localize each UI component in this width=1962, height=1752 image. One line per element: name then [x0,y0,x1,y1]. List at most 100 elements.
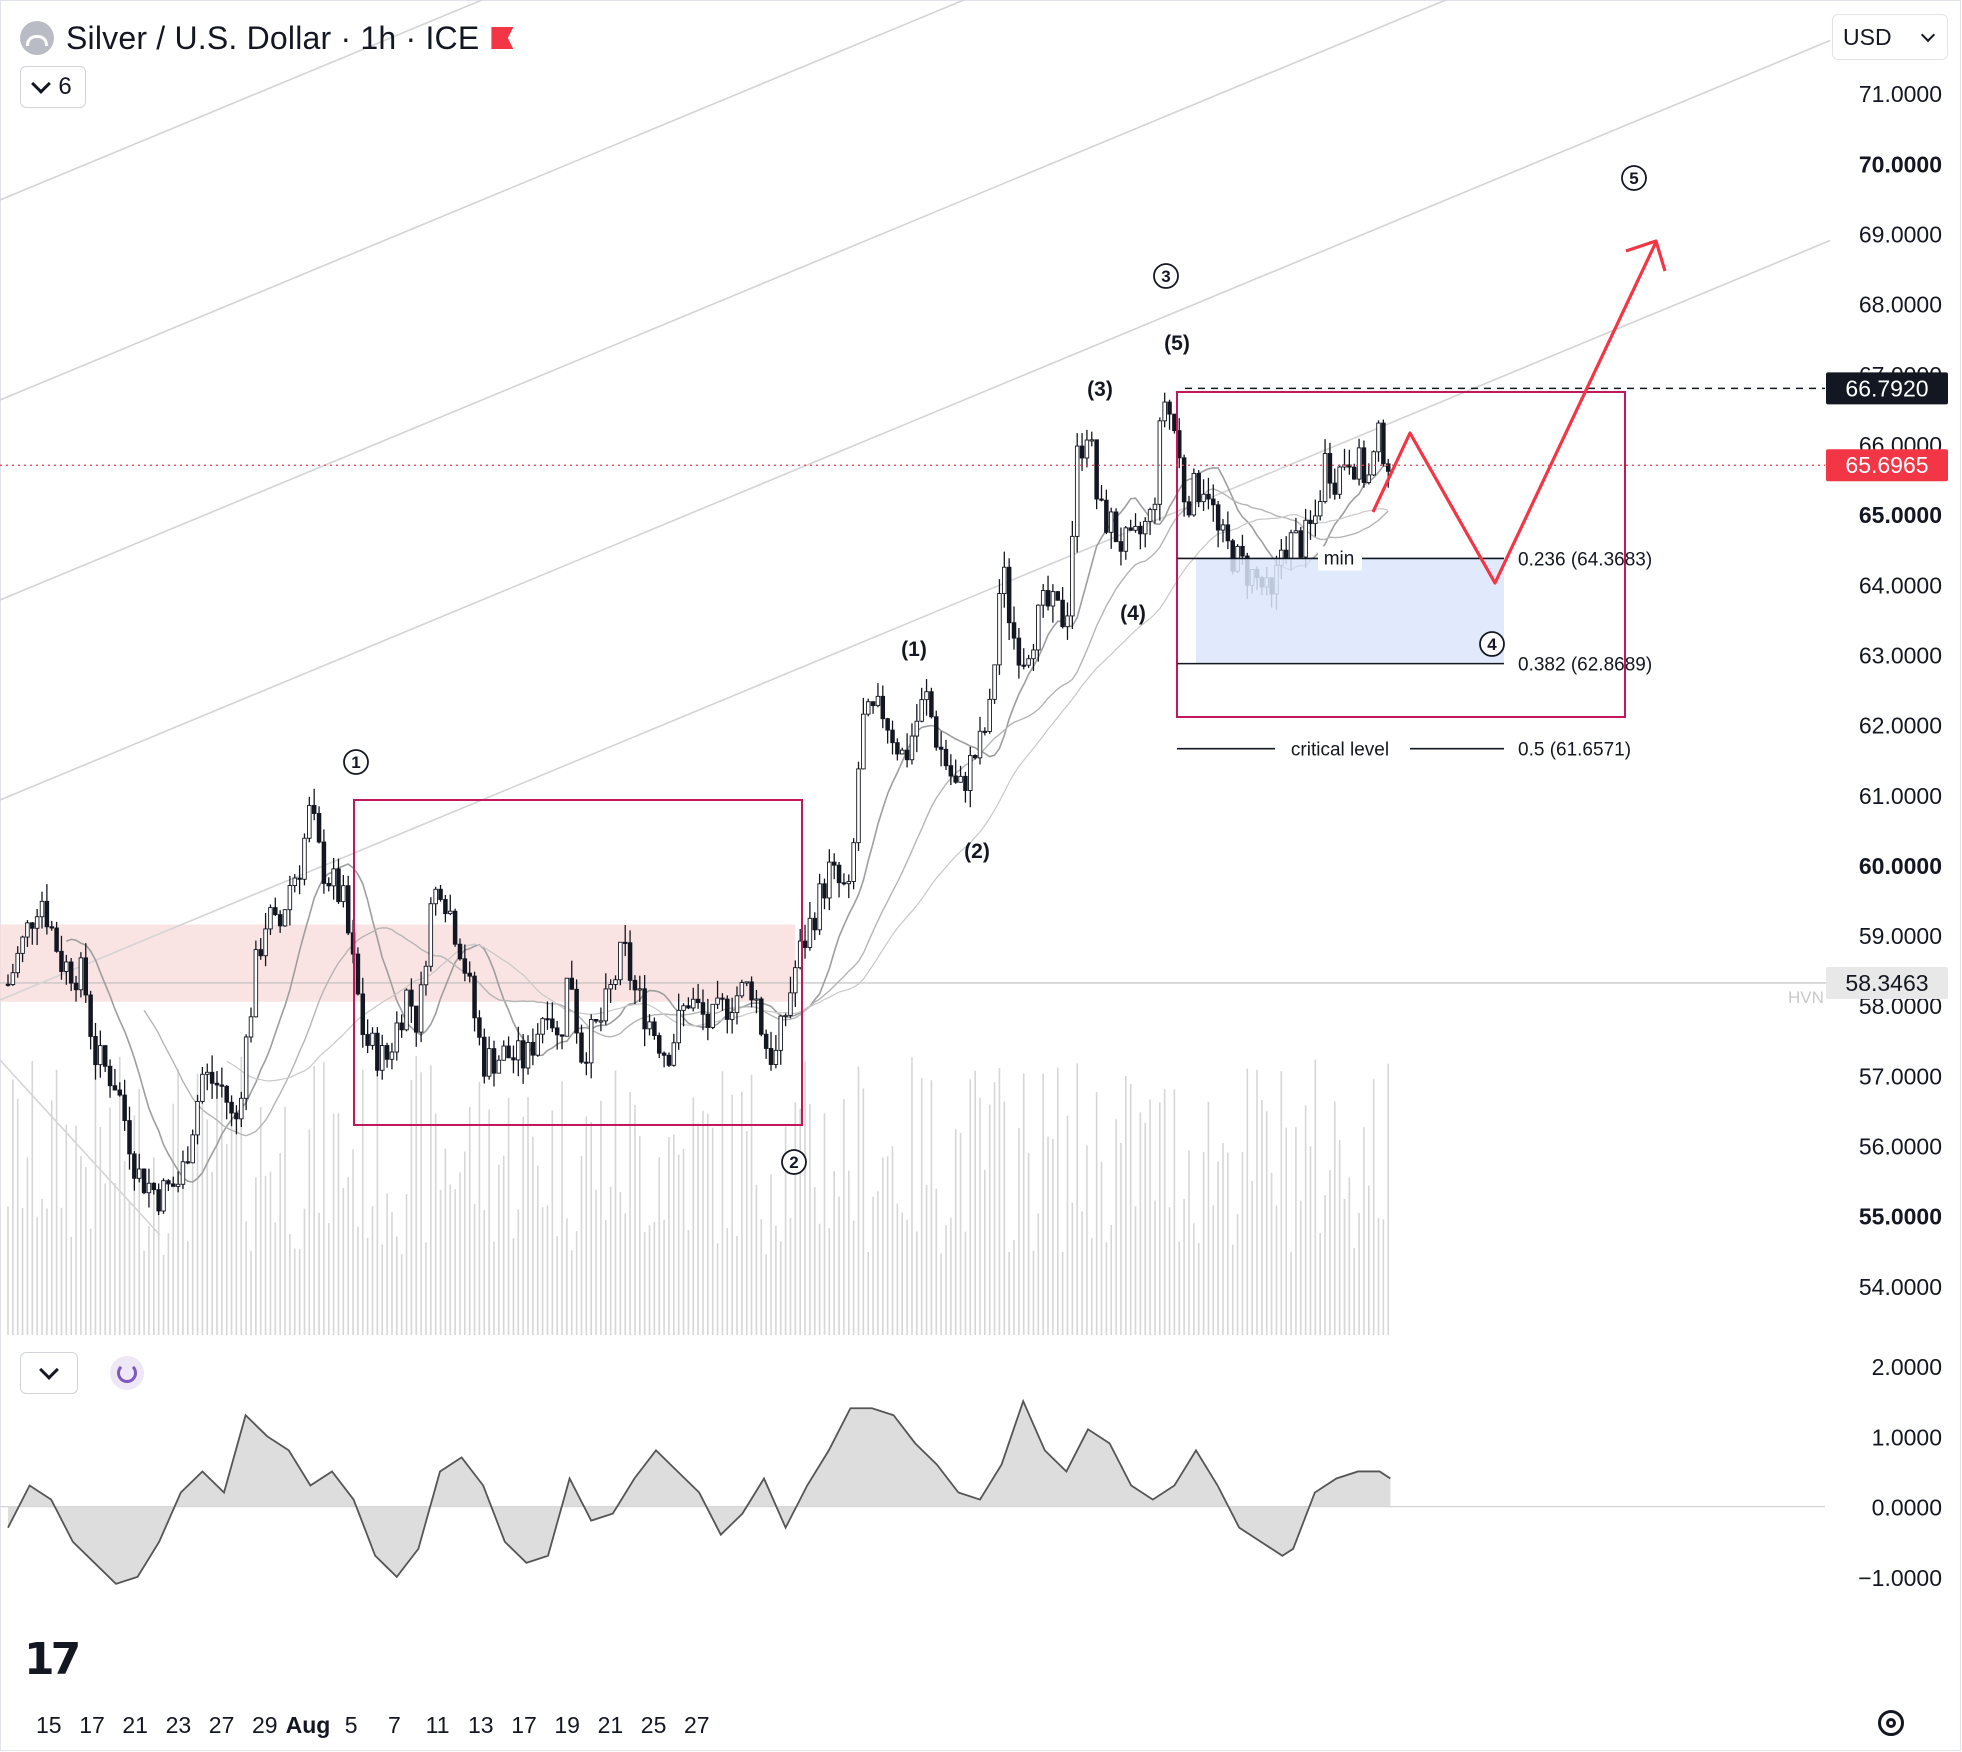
candle[interactable] [588,1019,594,1064]
candle[interactable] [93,1035,98,1066]
candle[interactable] [486,1048,492,1077]
candle[interactable] [511,1057,516,1061]
candle[interactable] [530,1042,536,1056]
candle[interactable] [516,1040,521,1061]
candle[interactable] [972,755,978,759]
candle[interactable] [15,952,20,974]
candle[interactable] [1225,524,1231,542]
candle[interactable] [739,982,745,997]
candle[interactable] [20,936,25,954]
candle[interactable] [603,988,609,1022]
candle[interactable] [1055,591,1061,601]
candle[interactable] [209,1071,215,1084]
candle[interactable] [166,1180,171,1185]
candle[interactable] [909,735,915,761]
candle[interactable] [49,926,54,929]
candle[interactable] [239,1097,244,1120]
gear-icon[interactable] [1878,1710,1904,1736]
candle[interactable] [1283,549,1289,559]
flag-icon[interactable] [491,27,513,49]
candle[interactable] [399,1022,404,1031]
candle[interactable] [394,1022,400,1053]
candle[interactable] [812,917,818,931]
candle[interactable] [1162,401,1167,422]
candle[interactable] [496,1059,502,1074]
candle[interactable] [1011,622,1017,639]
candle[interactable] [1240,545,1245,557]
candle[interactable] [404,989,409,1031]
candle[interactable] [938,746,944,750]
candles[interactable] [5,392,1391,1216]
candle[interactable] [627,942,633,981]
candle[interactable] [671,1042,677,1066]
candle[interactable] [865,701,871,715]
candle[interactable] [720,997,725,1000]
candle[interactable] [1196,472,1201,503]
candle[interactable] [1206,493,1211,500]
candle[interactable] [253,949,259,1018]
candle[interactable] [569,977,575,990]
candle[interactable] [273,907,278,916]
candle[interactable] [934,716,939,748]
candle[interactable] [987,698,992,732]
candle[interactable] [467,972,472,977]
candle[interactable] [1133,525,1138,531]
candle[interactable] [331,868,336,887]
candle[interactable] [297,877,302,880]
candle[interactable] [880,695,886,720]
candle[interactable] [535,1033,540,1056]
candle[interactable] [122,1094,127,1122]
tradingview-logo[interactable]: 17 [24,1634,81,1685]
candle[interactable] [622,941,628,944]
candle[interactable] [1026,658,1031,666]
candle[interactable] [151,1182,157,1191]
candle[interactable] [637,988,643,991]
candle[interactable] [10,972,16,986]
candle[interactable] [958,775,963,783]
candle[interactable] [34,916,40,929]
candle[interactable] [443,899,448,915]
candle[interactable] [292,877,297,887]
candle[interactable] [258,949,263,957]
candle[interactable] [598,1020,604,1023]
candle[interactable] [695,998,701,1004]
candle[interactable] [389,1051,395,1060]
candle[interactable] [1356,447,1362,480]
candle[interactable] [1031,649,1036,660]
candle[interactable] [652,1021,657,1036]
candle[interactable] [112,1085,118,1091]
candle[interactable] [559,1034,565,1037]
candle[interactable] [1181,457,1187,503]
candle[interactable] [691,998,696,1009]
candle[interactable] [520,1040,526,1069]
candle[interactable] [846,881,852,885]
candle[interactable] [180,1161,186,1185]
candle[interactable] [88,994,93,1037]
candle[interactable] [1113,511,1119,543]
candle[interactable] [943,748,949,767]
candle[interactable] [1016,637,1022,666]
candle[interactable] [676,1009,681,1044]
candle[interactable] [710,1003,715,1028]
candle[interactable] [1201,493,1206,503]
candle[interactable] [715,997,720,1005]
candle[interactable] [1385,463,1391,472]
candle[interactable] [1108,511,1114,533]
candle[interactable] [642,988,647,1030]
candle[interactable] [268,907,273,930]
candle[interactable] [1157,420,1163,505]
candle[interactable] [452,910,458,945]
candle[interactable] [885,718,890,731]
candle[interactable] [661,1052,667,1056]
candle[interactable] [107,1065,113,1087]
candle[interactable] [1002,566,1007,594]
refresh-icon[interactable] [110,1356,144,1390]
candle[interactable] [700,1002,706,1015]
candle[interactable] [977,730,983,759]
candle[interactable] [904,749,910,761]
candle[interactable] [68,961,74,984]
candle[interactable] [379,1045,385,1071]
candle[interactable] [117,1089,123,1096]
candle[interactable] [448,910,453,915]
